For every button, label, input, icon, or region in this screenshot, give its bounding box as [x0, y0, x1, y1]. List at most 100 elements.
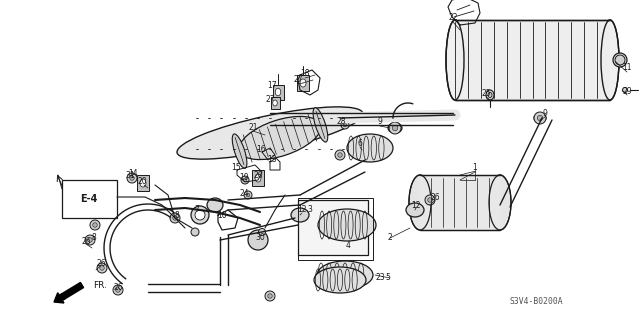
- Text: 10: 10: [217, 211, 227, 219]
- Text: 17: 17: [267, 80, 277, 90]
- Text: 9: 9: [543, 108, 547, 117]
- Text: 21: 21: [248, 122, 258, 131]
- Ellipse shape: [389, 122, 401, 134]
- Text: 13: 13: [267, 155, 277, 165]
- Ellipse shape: [613, 53, 627, 67]
- FancyArrow shape: [54, 282, 84, 303]
- Ellipse shape: [177, 107, 363, 159]
- Text: 20: 20: [253, 172, 263, 181]
- Ellipse shape: [291, 208, 309, 222]
- Ellipse shape: [275, 88, 281, 96]
- Ellipse shape: [347, 134, 393, 162]
- Text: 26: 26: [113, 284, 123, 293]
- Text: 8: 8: [175, 211, 179, 219]
- Ellipse shape: [255, 174, 261, 182]
- Text: 6: 6: [358, 138, 362, 147]
- Bar: [252, 170, 264, 186]
- Bar: [271, 97, 280, 109]
- Ellipse shape: [85, 235, 95, 245]
- Text: 11: 11: [622, 63, 632, 72]
- Ellipse shape: [244, 191, 252, 199]
- Ellipse shape: [207, 198, 223, 212]
- Text: 25: 25: [481, 88, 491, 98]
- Ellipse shape: [241, 176, 249, 184]
- Text: 31: 31: [125, 172, 135, 181]
- Ellipse shape: [300, 79, 306, 87]
- Ellipse shape: [446, 20, 464, 100]
- Text: 5: 5: [385, 273, 390, 283]
- Ellipse shape: [268, 294, 272, 298]
- Ellipse shape: [388, 123, 402, 133]
- Ellipse shape: [486, 90, 494, 100]
- Text: 22: 22: [448, 13, 458, 23]
- Ellipse shape: [391, 125, 399, 131]
- Bar: [455, 20, 610, 100]
- Ellipse shape: [140, 179, 146, 187]
- Ellipse shape: [90, 220, 100, 230]
- Ellipse shape: [428, 198, 432, 202]
- Text: 26: 26: [81, 238, 91, 247]
- Text: 16: 16: [256, 145, 266, 154]
- Text: 14: 14: [128, 169, 138, 179]
- Ellipse shape: [338, 153, 342, 157]
- Text: 30: 30: [255, 233, 265, 241]
- Ellipse shape: [343, 123, 347, 127]
- Text: 4: 4: [346, 241, 351, 249]
- Text: 27: 27: [265, 95, 275, 105]
- Ellipse shape: [127, 173, 137, 183]
- Ellipse shape: [601, 20, 619, 100]
- Ellipse shape: [314, 267, 366, 293]
- Ellipse shape: [623, 87, 627, 93]
- Bar: [298, 200, 368, 255]
- Text: FR.: FR.: [93, 280, 107, 290]
- Ellipse shape: [406, 203, 424, 217]
- Ellipse shape: [130, 176, 134, 180]
- Ellipse shape: [248, 230, 268, 250]
- Text: 19: 19: [239, 174, 249, 182]
- Bar: [298, 198, 373, 260]
- Bar: [420, 175, 500, 230]
- Ellipse shape: [392, 125, 397, 131]
- Text: 1: 1: [472, 164, 477, 173]
- Ellipse shape: [489, 175, 511, 230]
- Ellipse shape: [113, 285, 123, 295]
- Bar: [62, 180, 117, 218]
- Text: 2: 2: [388, 234, 392, 242]
- Ellipse shape: [170, 213, 180, 223]
- Ellipse shape: [116, 288, 120, 292]
- Ellipse shape: [97, 263, 107, 273]
- Bar: [297, 75, 309, 91]
- Ellipse shape: [615, 55, 625, 65]
- Text: 7: 7: [195, 205, 200, 214]
- Ellipse shape: [259, 228, 266, 235]
- Text: 28: 28: [336, 117, 346, 127]
- Ellipse shape: [88, 238, 92, 242]
- Bar: [273, 85, 284, 100]
- Ellipse shape: [246, 193, 250, 197]
- Bar: [137, 175, 149, 191]
- Ellipse shape: [318, 209, 376, 241]
- Ellipse shape: [341, 121, 349, 129]
- Text: 23: 23: [375, 272, 385, 281]
- Ellipse shape: [534, 112, 546, 124]
- Ellipse shape: [265, 291, 275, 301]
- Ellipse shape: [100, 266, 104, 270]
- Ellipse shape: [335, 150, 345, 160]
- Ellipse shape: [93, 223, 97, 227]
- Text: 8: 8: [92, 233, 97, 241]
- Ellipse shape: [317, 261, 373, 289]
- Ellipse shape: [239, 116, 321, 160]
- Text: 3: 3: [308, 205, 312, 214]
- Text: 18: 18: [300, 69, 310, 78]
- Ellipse shape: [537, 115, 543, 121]
- Text: 26: 26: [430, 194, 440, 203]
- Ellipse shape: [538, 115, 543, 121]
- Ellipse shape: [191, 228, 199, 236]
- Ellipse shape: [191, 206, 209, 224]
- Text: 29: 29: [622, 86, 632, 95]
- Ellipse shape: [425, 195, 435, 205]
- Ellipse shape: [173, 216, 177, 220]
- Text: 9: 9: [378, 117, 383, 127]
- Text: S3V4-B0200A: S3V4-B0200A: [510, 298, 564, 307]
- Text: 24: 24: [239, 189, 249, 197]
